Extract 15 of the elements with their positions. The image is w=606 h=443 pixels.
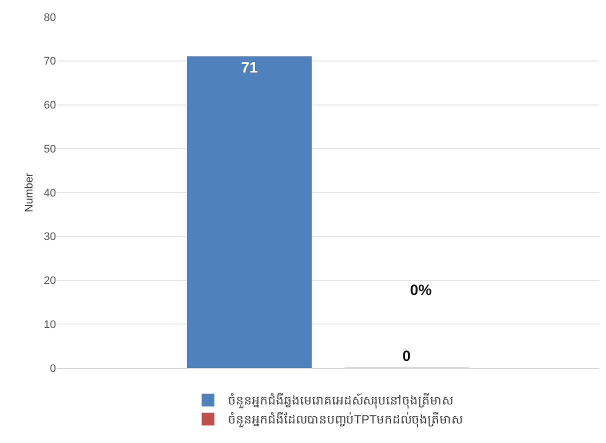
y-tick-label: 50: [44, 143, 56, 156]
data-label: 71: [241, 59, 258, 76]
annotation: 0%: [410, 282, 432, 299]
y-tick-label: 0: [50, 362, 56, 375]
y-tick-label: 20: [44, 275, 56, 288]
y-axis-title: Number: [23, 172, 36, 212]
y-tick-label: 70: [44, 56, 56, 68]
y-tick-label: 30: [44, 231, 56, 244]
data-label: 0: [402, 348, 411, 365]
y-tick-label: 40: [44, 187, 56, 200]
y-tick-label: 60: [44, 100, 56, 112]
y-tick-label: 80: [44, 12, 56, 24]
legend-label: ចំនួនអ្នកជំងឺឆ្លងមេរោគអេដស៍សរុបនៅចុងត្រីមាស: [228, 392, 453, 409]
y-tick-label: 10: [44, 318, 56, 331]
legend-label: ចំនួនអ្នកជំងឺដែលបានបញ្ចប់TPTមកដល់ចុងត្រីមាស: [228, 412, 463, 428]
